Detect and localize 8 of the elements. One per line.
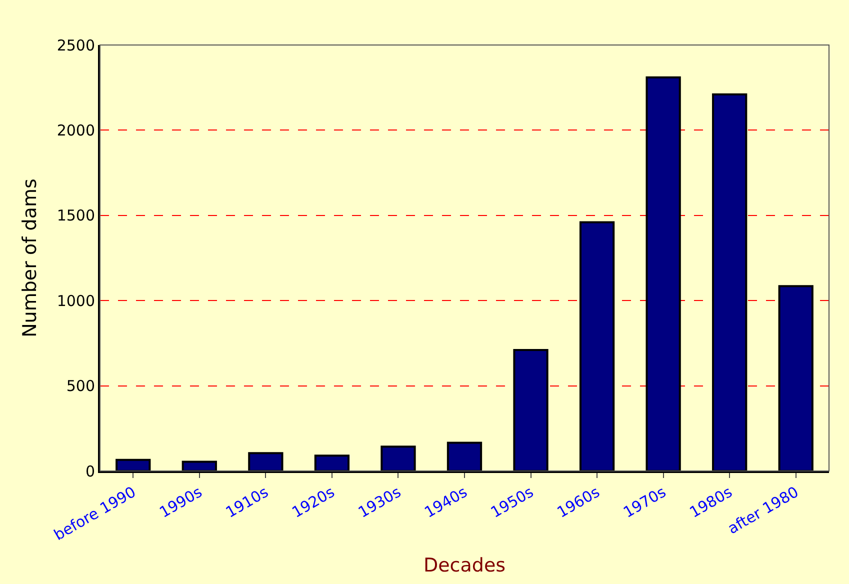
- y-tick-label: 500: [66, 377, 95, 396]
- y-tick-label: 2000: [56, 121, 95, 140]
- y-axis-title: Number of dams: [19, 178, 42, 338]
- y-tick-label: 0: [85, 462, 95, 480]
- y-tick-label: 2500: [56, 36, 95, 54]
- x-axis-title: Decades: [423, 554, 506, 576]
- y-tick-label: 1500: [56, 206, 95, 225]
- y-tick-label: 1000: [56, 292, 95, 310]
